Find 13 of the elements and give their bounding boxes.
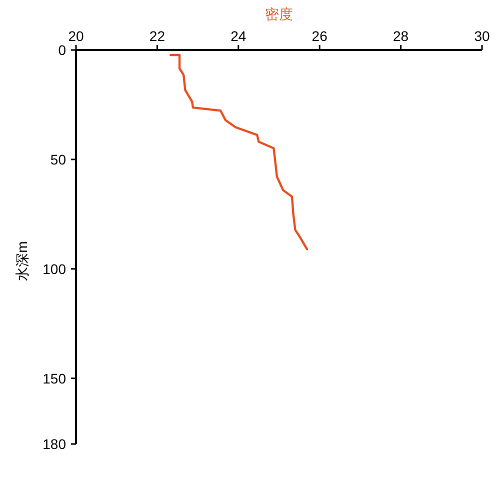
x-tick-label: 20 — [68, 28, 84, 44]
y-tick-label: 180 — [42, 436, 66, 452]
x-tick-label: 22 — [149, 28, 166, 44]
y-tick-label: 0 — [58, 42, 66, 58]
y-tick-label: 50 — [50, 151, 66, 168]
x-axis-title: 密度 — [265, 6, 293, 22]
x-tick-label: 30 — [474, 28, 490, 44]
x-tick-label: 28 — [393, 28, 409, 44]
y-axis-title: 水深m — [14, 241, 30, 281]
y-tick-label: 150 — [42, 370, 66, 386]
x-tick-label: 24 — [230, 28, 246, 44]
y-tick-label: 100 — [42, 260, 66, 277]
x-tick-label: 26 — [312, 28, 328, 44]
